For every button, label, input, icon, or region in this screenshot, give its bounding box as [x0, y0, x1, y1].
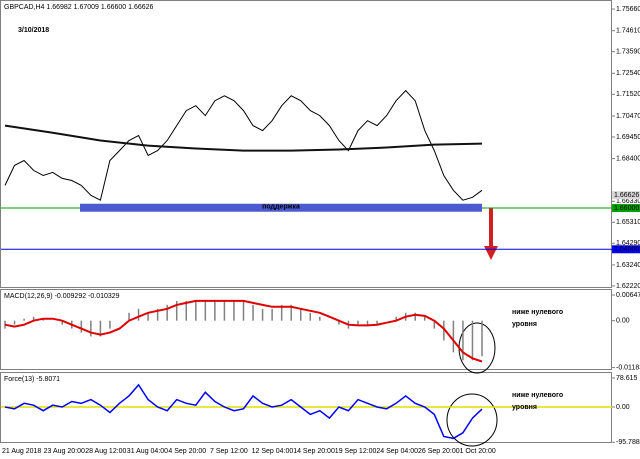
support-label: поддержка [262, 204, 300, 211]
price-panel [0, 0, 612, 288]
y-tick-label: 0.006476 [616, 292, 640, 299]
y-tick-label: 1.68400 [616, 155, 640, 162]
y-tick-label: 1.75660 [616, 6, 640, 13]
x-tick-label: 12 Sep 04:00 [252, 448, 294, 455]
x-tick-label: 21 Aug 2018 [2, 448, 41, 455]
level-tag [612, 204, 640, 213]
panel-title: Force(13) -5.8071 [4, 376, 60, 383]
y-tick-label: 0.00 [616, 404, 630, 411]
y-tick-label: -95.7881 [616, 439, 640, 446]
indicator-line [4, 383, 483, 440]
x-tick-label: 7 Sep 12:00 [210, 448, 248, 455]
y-tick-label: 0.00 [616, 318, 630, 325]
y-tick-label: 1.69450 [616, 134, 640, 141]
x-tick-label: 19 Sep 12:00 [335, 448, 377, 455]
price-line [4, 89, 483, 201]
y-tick-label: 1.63240 [616, 262, 640, 269]
annotation: ниже нулевого [512, 392, 563, 399]
x-tick-label: 14 Sep 20:00 [293, 448, 335, 455]
level-label: 1.66000 [614, 205, 639, 212]
y-tick-label: 1.65310 [616, 219, 640, 226]
x-tick-label: 26 Sep 20:00 [418, 448, 460, 455]
y-tick-label: 1.70470 [616, 113, 640, 120]
level-tag [612, 245, 640, 254]
y-tick-label: 1.62220 [616, 283, 640, 290]
current-label: 1.66626 [614, 192, 639, 199]
x-tick-label: 4 Sep 20:00 [168, 448, 206, 455]
annotation: уровня [512, 321, 537, 328]
y-tick-label: 1.74610 [616, 28, 640, 35]
price-line [4, 124, 483, 152]
x-tick-label: 24 Sep 04:00 [376, 448, 418, 455]
y-tick-label: 1.72540 [616, 70, 640, 77]
macd-panel [0, 289, 612, 370]
annotation: ниже нулевого [512, 309, 563, 316]
x-tick-label: 31 Aug 04:00 [127, 448, 168, 455]
level-label: 1.64000 [614, 246, 639, 253]
x-tick-label: 23 Aug 20:00 [44, 448, 85, 455]
support-zone [80, 203, 482, 212]
x-tick-label: 1 Oct 20:00 [460, 448, 496, 455]
date-annotation: 3/10/2018 [18, 27, 49, 34]
indicator-line [4, 299, 483, 363]
current-tag [612, 191, 640, 200]
y-tick-label: 1.73590 [616, 49, 640, 56]
panel-title: MACD(12,26,9) -0.009292 -0.010329 [4, 293, 120, 300]
panel-title: GBPCAD,H4 1.66982 1.67009 1.66600 1.6662… [4, 4, 154, 11]
y-tick-label: 78.615 [616, 375, 638, 382]
annotation: уровня [512, 404, 537, 411]
y-tick-label: 1.71520 [616, 91, 640, 98]
x-tick-label: 28 Aug 12:00 [85, 448, 126, 455]
y-tick-label: -0.011839 [616, 364, 640, 371]
y-tick-label: 1.66330 [616, 198, 640, 205]
circle [446, 393, 498, 447]
y-tick-label: 1.64290 [616, 240, 640, 247]
